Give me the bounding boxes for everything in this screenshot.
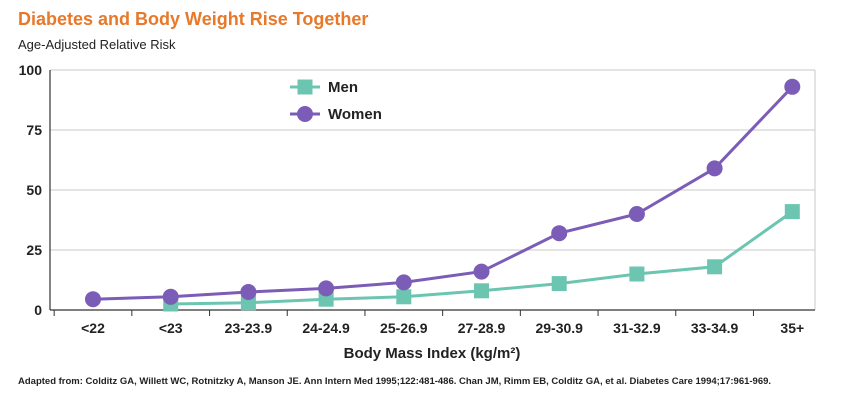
data-point-women: [551, 225, 568, 242]
series-line-women: [92, 85, 794, 301]
y-tick-label: 100: [19, 62, 43, 78]
data-point-men: [784, 204, 800, 220]
data-point-men: [629, 266, 645, 282]
data-point-women: [240, 284, 257, 300]
data-point-men: [474, 283, 489, 299]
x-tick-label: 27-28.9: [458, 320, 506, 336]
x-tick-label: <22: [81, 320, 105, 336]
x-tick-label: 31-32.9: [613, 320, 661, 336]
data-point-women: [395, 274, 412, 291]
data-point-men: [551, 276, 567, 292]
legend-marker-men: [297, 79, 313, 95]
x-tick-label: 33-34.9: [691, 320, 739, 336]
x-axis-label: Body Mass Index (kg/m²): [344, 345, 521, 362]
x-tick-label: 29-30.9: [535, 320, 583, 336]
legend-marker-women: [297, 106, 313, 122]
data-point-women: [784, 78, 801, 95]
data-point-women: [85, 291, 101, 308]
x-tick-label: <23: [159, 320, 183, 336]
x-tick-label: 23-23.9: [225, 320, 273, 336]
y-tick-label: 0: [34, 302, 42, 318]
x-tick-label: 25-26.9: [380, 320, 428, 336]
data-point-women: [162, 288, 179, 305]
data-point-men: [396, 289, 412, 305]
legend-label-men: Men: [328, 79, 358, 96]
data-point-women: [628, 206, 645, 222]
data-point-women: [706, 160, 723, 177]
x-tick-label: 24-24.9: [302, 320, 350, 336]
y-tick-label: 50: [26, 182, 42, 198]
data-point-men: [707, 259, 723, 275]
y-tick-label: 75: [26, 122, 42, 138]
data-point-women: [318, 280, 335, 297]
legend-label-women: Women: [328, 106, 382, 123]
source-citation: Adapted from: Colditz GA, Willett WC, Ro…: [18, 376, 772, 387]
chart-title: Diabetes and Body Weight Rise Together: [18, 9, 369, 29]
data-point-women: [473, 263, 490, 280]
x-tick-label: 35+: [780, 320, 804, 336]
y-axis-label: Age-Adjusted Relative Risk: [18, 37, 176, 52]
y-tick-label: 25: [26, 242, 42, 258]
